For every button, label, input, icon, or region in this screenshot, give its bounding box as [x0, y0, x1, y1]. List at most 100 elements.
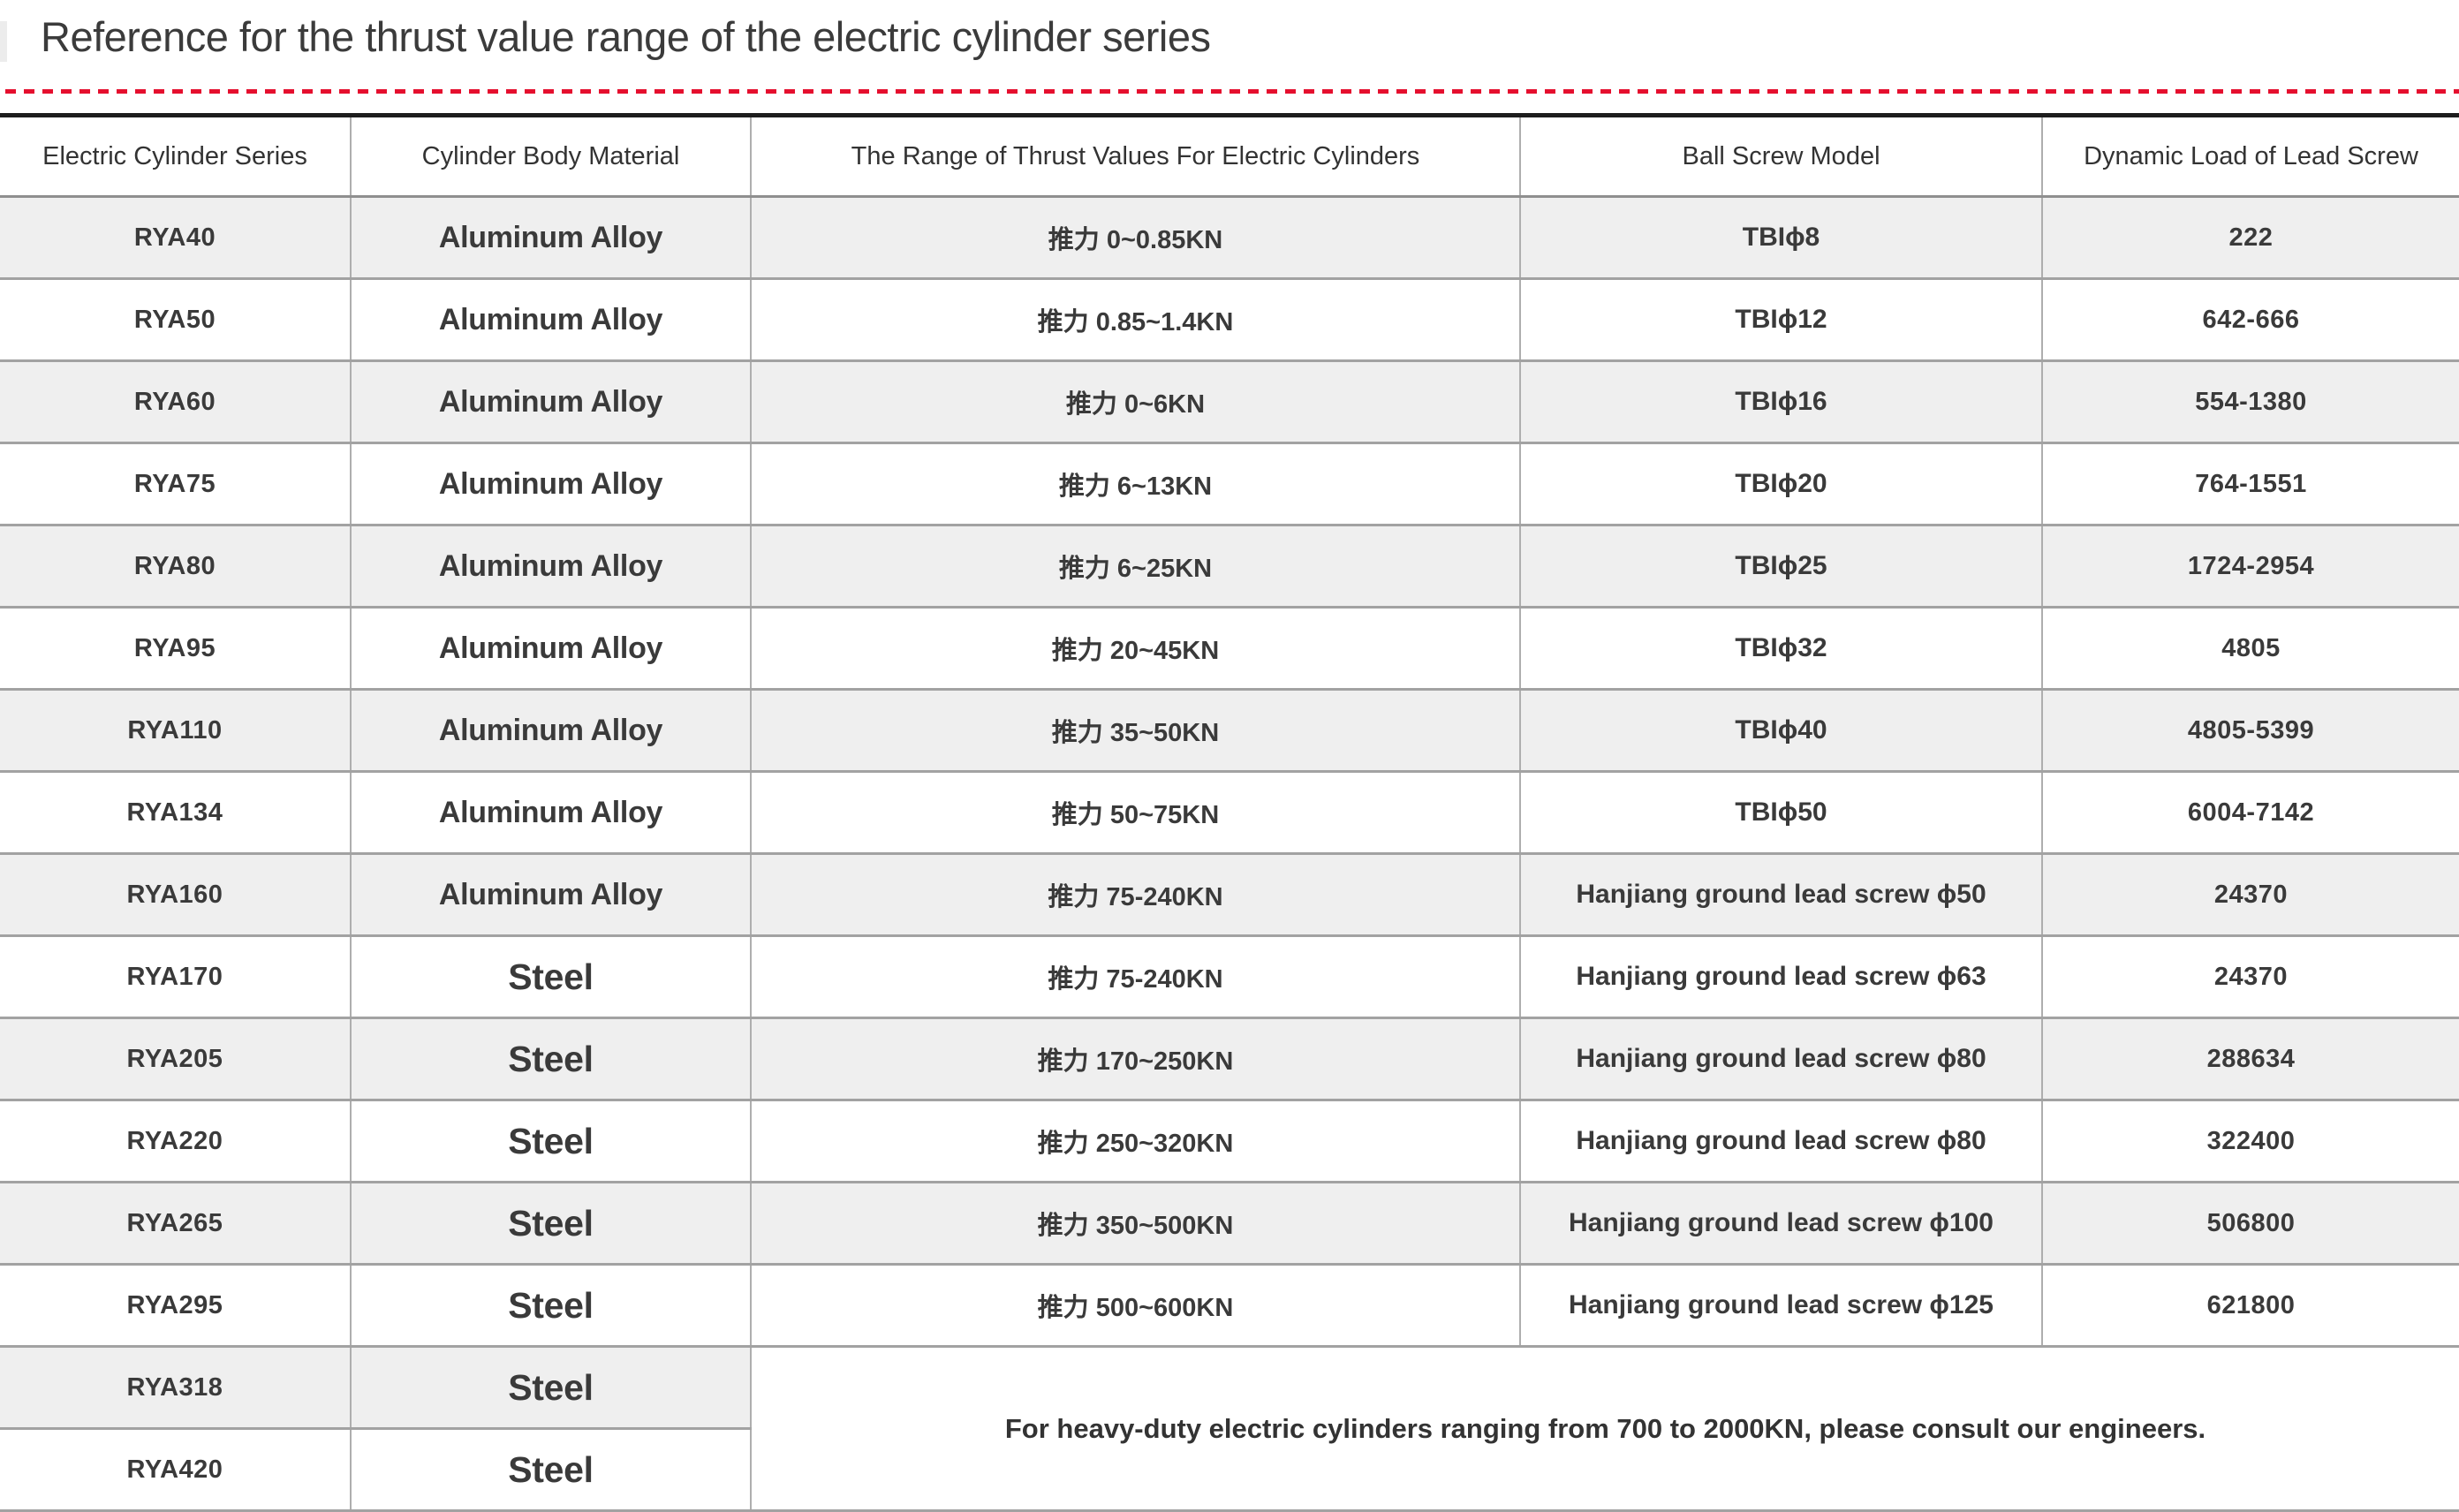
thrust-cell: 推力 6~13KN	[750, 442, 1520, 526]
series-cell: RYA170	[0, 935, 351, 1019]
screw-cell: TBIϕ8	[1519, 196, 2042, 280]
table-row: RYA265 Steel 推力 350~500KN Hanjiang groun…	[0, 1182, 2459, 1266]
screw-cell: TBIϕ25	[1519, 525, 2042, 609]
series-cell: RYA134	[0, 771, 351, 855]
load-cell: 764-1551	[2041, 442, 2459, 526]
screw-cell: Hanjiang ground lead screw ϕ100	[1519, 1182, 2042, 1266]
col-header-series: Electric Cylinder Series	[0, 115, 351, 198]
material-cell: Steel	[350, 1182, 751, 1266]
load-cell: 621800	[2041, 1264, 2459, 1348]
left-edge-marker	[0, 21, 7, 62]
material-cell: Aluminum Alloy	[350, 853, 751, 937]
thrust-cell: 推力 250~320KN	[750, 1100, 1520, 1183]
material-cell: Steel	[350, 1264, 751, 1348]
material-cell: Steel	[350, 1428, 751, 1512]
series-cell: RYA160	[0, 853, 351, 937]
material-cell: Steel	[350, 1017, 751, 1101]
table-row: RYA295 Steel 推力 500~600KN Hanjiang groun…	[0, 1264, 2459, 1348]
series-cell: RYA265	[0, 1182, 351, 1266]
series-cell: RYA95	[0, 607, 351, 691]
thrust-cell: 推力 50~75KN	[750, 771, 1520, 855]
table-row: RYA170 Steel 推力 75-240KN Hanjiang ground…	[0, 935, 2459, 1019]
material-cell: Aluminum Alloy	[350, 278, 751, 362]
page-title: Reference for the thrust value range of …	[41, 13, 1211, 60]
load-cell: 288634	[2041, 1017, 2459, 1101]
thrust-cell: 推力 170~250KN	[750, 1017, 1520, 1101]
col-header-thrust-range: The Range of Thrust Values For Electric …	[750, 115, 1520, 198]
series-cell: RYA60	[0, 360, 351, 444]
material-cell: Aluminum Alloy	[350, 525, 751, 609]
load-cell: 554-1380	[2041, 360, 2459, 444]
series-cell: RYA220	[0, 1100, 351, 1183]
material-cell: Steel	[350, 1346, 751, 1430]
series-cell: RYA80	[0, 525, 351, 609]
thrust-cell: 推力 500~600KN	[750, 1264, 1520, 1348]
material-cell: Aluminum Alloy	[350, 196, 751, 280]
table-row: RYA134 Aluminum Alloy 推力 50~75KN TBIϕ50 …	[0, 771, 2459, 855]
load-cell: 322400	[2041, 1100, 2459, 1183]
material-cell: Aluminum Alloy	[350, 607, 751, 691]
table-row: RYA40 Aluminum Alloy 推力 0~0.85KN TBIϕ8 2…	[0, 196, 2459, 280]
col-header-ball-screw: Ball Screw Model	[1519, 115, 2042, 198]
load-cell: 6004-7142	[2041, 771, 2459, 855]
table-row: RYA50 Aluminum Alloy 推力 0.85~1.4KN TBIϕ1…	[0, 278, 2459, 362]
thrust-cell: 推力 20~45KN	[750, 607, 1520, 691]
screw-cell: Hanjiang ground lead screw ϕ125	[1519, 1264, 2042, 1348]
material-cell: Aluminum Alloy	[350, 689, 751, 773]
series-cell: RYA75	[0, 442, 351, 526]
col-header-dynamic-load: Dynamic Load of Lead Screw	[2041, 115, 2459, 198]
load-cell: 222	[2041, 196, 2459, 280]
material-cell: Aluminum Alloy	[350, 360, 751, 444]
screw-cell: TBIϕ16	[1519, 360, 2042, 444]
series-cell: RYA50	[0, 278, 351, 362]
table-row: RYA318 Steel For heavy-duty electric cyl…	[0, 1346, 2459, 1512]
series-cell: RYA420	[0, 1428, 351, 1512]
screw-cell: TBIϕ20	[1519, 442, 2042, 526]
screw-cell: Hanjiang ground lead screw ϕ63	[1519, 935, 2042, 1019]
table-row: RYA205 Steel 推力 170~250KN Hanjiang groun…	[0, 1017, 2459, 1101]
load-cell: 642-666	[2041, 278, 2459, 362]
material-cell: Aluminum Alloy	[350, 771, 751, 855]
table-row: RYA60 Aluminum Alloy 推力 0~6KN TBIϕ16 554…	[0, 360, 2459, 444]
table-row: RYA160 Aluminum Alloy 推力 75-240KN Hanjia…	[0, 853, 2459, 937]
spec-table: Electric Cylinder Series Cylinder Body M…	[0, 113, 2459, 1512]
thrust-cell: 推力 0.85~1.4KN	[750, 278, 1520, 362]
screw-cell: TBIϕ50	[1519, 771, 2042, 855]
thrust-cell: 推力 0~6KN	[750, 360, 1520, 444]
load-cell: 4805-5399	[2041, 689, 2459, 773]
screw-cell: Hanjiang ground lead screw ϕ80	[1519, 1100, 2042, 1183]
series-cell: RYA110	[0, 689, 351, 773]
screw-cell: Hanjiang ground lead screw ϕ50	[1519, 853, 2042, 937]
red-dashed-divider	[5, 89, 2459, 94]
thrust-cell: 推力 75-240KN	[750, 935, 1520, 1019]
screw-cell: TBIϕ40	[1519, 689, 2042, 773]
thrust-cell: 推力 6~25KN	[750, 525, 1520, 609]
load-cell: 24370	[2041, 935, 2459, 1019]
thrust-cell: 推力 75-240KN	[750, 853, 1520, 937]
header-row: Electric Cylinder Series Cylinder Body M…	[0, 115, 2459, 198]
thrust-cell: 推力 35~50KN	[750, 689, 1520, 773]
consult-engineers-note: For heavy-duty electric cylinders rangin…	[750, 1346, 2459, 1512]
series-cell: RYA295	[0, 1264, 351, 1348]
series-cell: RYA205	[0, 1017, 351, 1101]
title-row: Reference for the thrust value range of …	[0, 0, 2459, 89]
table-row: RYA95 Aluminum Alloy 推力 20~45KN TBIϕ32 4…	[0, 607, 2459, 691]
series-cell: RYA40	[0, 196, 351, 280]
table-row: RYA110 Aluminum Alloy 推力 35~50KN TBIϕ40 …	[0, 689, 2459, 773]
table-row: RYA80 Aluminum Alloy 推力 6~25KN TBIϕ25 17…	[0, 525, 2459, 609]
load-cell: 1724-2954	[2041, 525, 2459, 609]
table-row: RYA75 Aluminum Alloy 推力 6~13KN TBIϕ20 76…	[0, 442, 2459, 526]
screw-cell: TBIϕ12	[1519, 278, 2042, 362]
thrust-cell: 推力 0~0.85KN	[750, 196, 1520, 280]
material-cell: Steel	[350, 1100, 751, 1183]
table-row: RYA220 Steel 推力 250~320KN Hanjiang groun…	[0, 1100, 2459, 1183]
screw-cell: Hanjiang ground lead screw ϕ80	[1519, 1017, 2042, 1101]
material-cell: Steel	[350, 935, 751, 1019]
load-cell: 4805	[2041, 607, 2459, 691]
series-cell: RYA318	[0, 1346, 351, 1430]
col-header-material: Cylinder Body Material	[350, 115, 751, 198]
thrust-cell: 推力 350~500KN	[750, 1182, 1520, 1266]
load-cell: 506800	[2041, 1182, 2459, 1266]
material-cell: Aluminum Alloy	[350, 442, 751, 526]
